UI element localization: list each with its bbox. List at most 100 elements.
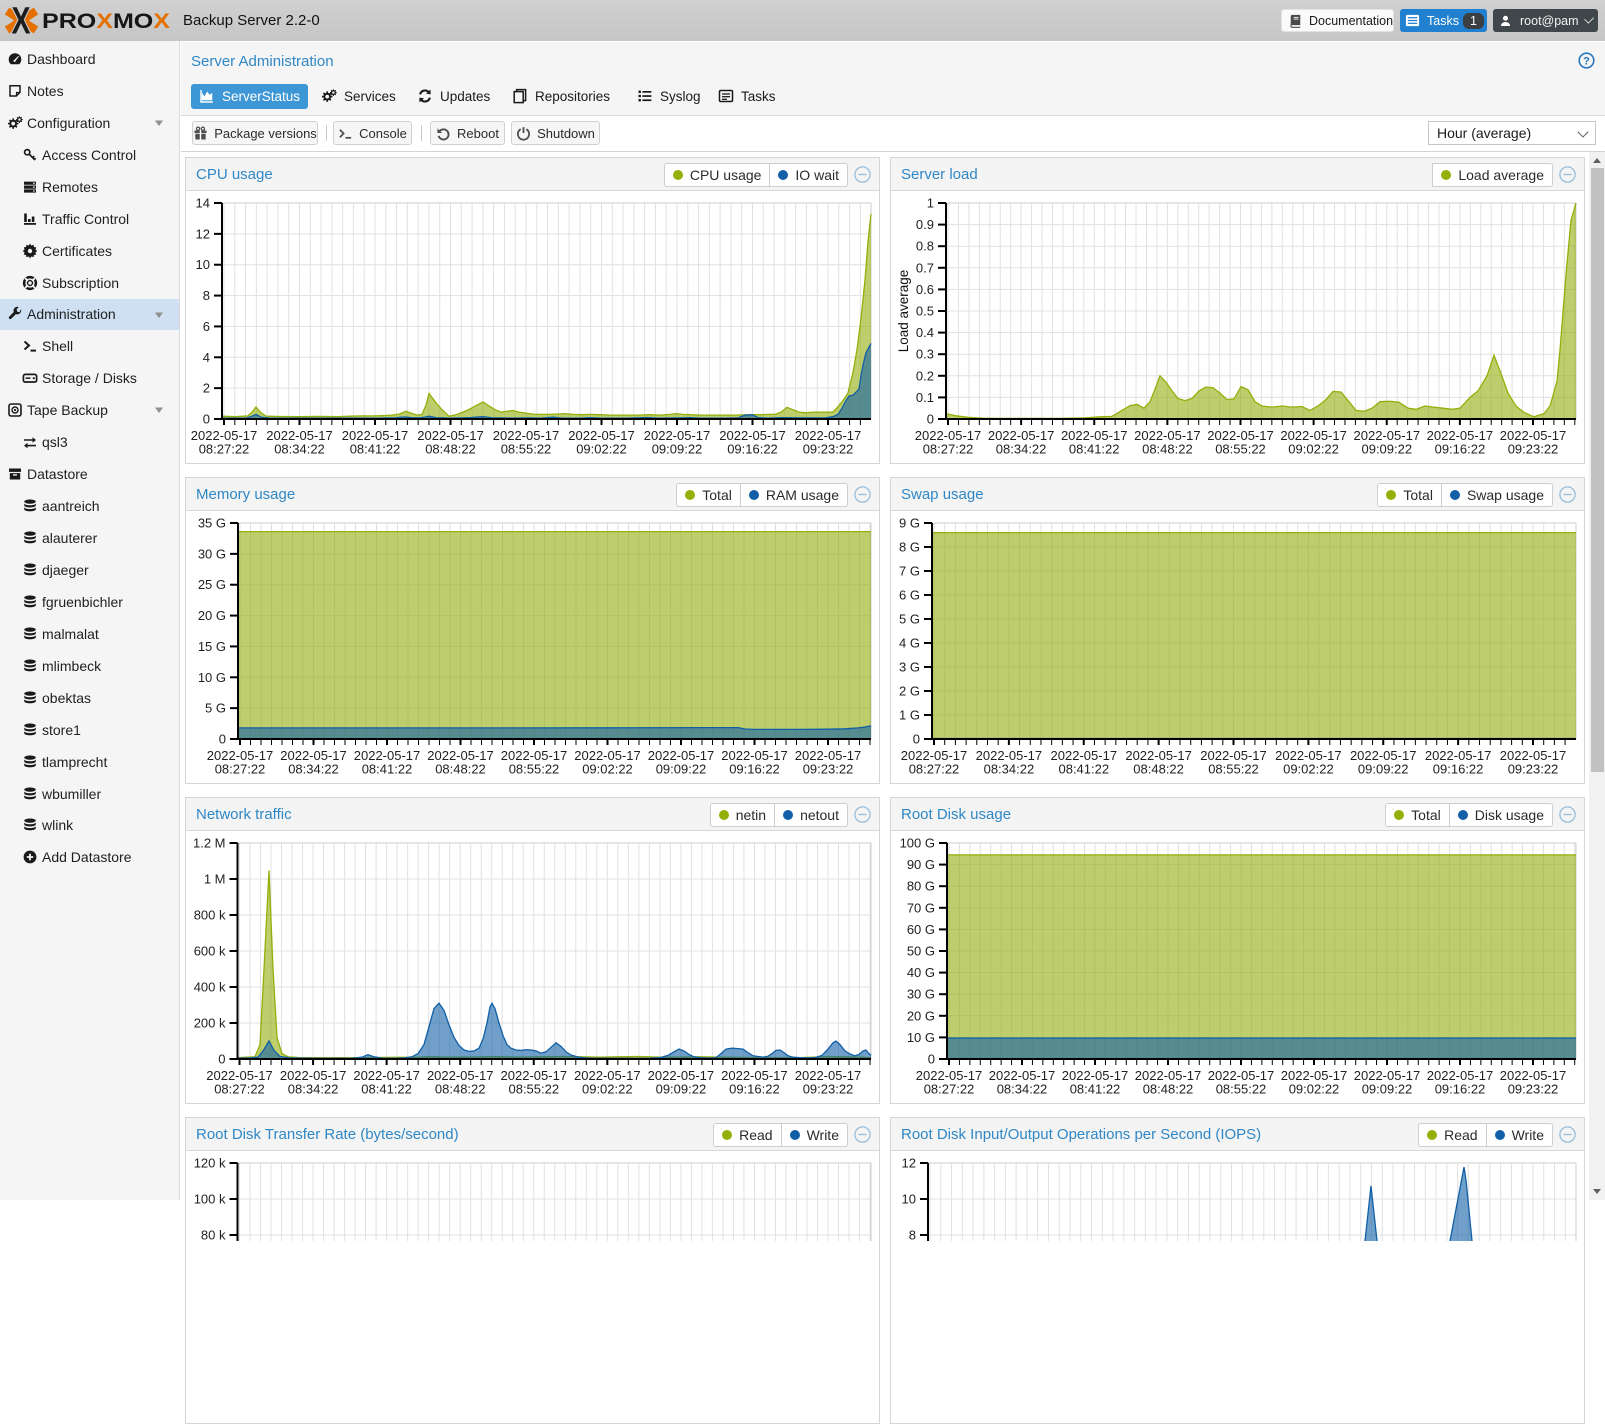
svg-text:08:48:22: 08:48:22	[435, 762, 486, 777]
svg-text:0: 0	[913, 732, 920, 747]
svg-text:?: ?	[1583, 55, 1590, 67]
svg-text:2022-05-17: 2022-05-17	[574, 748, 641, 763]
svg-text:08:27:22: 08:27:22	[909, 762, 960, 777]
svg-text:6 G: 6 G	[899, 588, 920, 603]
svg-text:2022-05-17: 2022-05-17	[568, 428, 635, 443]
svg-text:08:27:22: 08:27:22	[924, 1082, 975, 1097]
svg-text:2022-05-17: 2022-05-17	[795, 748, 862, 763]
svg-text:5 G: 5 G	[899, 612, 920, 627]
svg-text:2022-05-17: 2022-05-17	[1354, 1068, 1421, 1083]
svg-text:2022-05-17: 2022-05-17	[648, 1068, 715, 1083]
svg-text:09:09:22: 09:09:22	[1358, 762, 1409, 777]
svg-text:2022-05-17: 2022-05-17	[1125, 748, 1192, 763]
svg-text:200 k: 200 k	[194, 1016, 226, 1031]
svg-text:09:23:22: 09:23:22	[803, 1082, 854, 1097]
svg-text:10 G: 10 G	[198, 670, 226, 685]
svg-text:2022-05-17: 2022-05-17	[501, 1068, 568, 1083]
svg-text:09:23:22: 09:23:22	[1508, 442, 1559, 457]
svg-text:30 G: 30 G	[198, 546, 226, 561]
svg-text:08:48:22: 08:48:22	[1143, 1082, 1194, 1097]
svg-text:10 G: 10 G	[907, 1030, 935, 1045]
svg-text:09:16:22: 09:16:22	[1435, 1082, 1486, 1097]
svg-text:0.7: 0.7	[916, 260, 934, 275]
svg-text:0: 0	[927, 412, 934, 427]
svg-text:08:41:22: 08:41:22	[1070, 1082, 1121, 1097]
svg-text:80 k: 80 k	[201, 1228, 226, 1242]
svg-text:600 k: 600 k	[194, 944, 226, 959]
svg-text:8: 8	[203, 288, 210, 303]
svg-text:08:34:22: 08:34:22	[274, 442, 325, 457]
svg-text:08:34:22: 08:34:22	[288, 1082, 339, 1097]
svg-text:2022-05-17: 2022-05-17	[574, 1068, 641, 1083]
svg-text:1 G: 1 G	[899, 708, 920, 723]
svg-text:2022-05-17: 2022-05-17	[1500, 1068, 1567, 1083]
svg-text:2022-05-17: 2022-05-17	[915, 428, 982, 443]
svg-text:50 G: 50 G	[907, 944, 935, 959]
svg-text:70 G: 70 G	[907, 900, 935, 915]
svg-text:2022-05-17: 2022-05-17	[1061, 428, 1128, 443]
svg-text:08:34:22: 08:34:22	[996, 442, 1047, 457]
svg-text:08:34:22: 08:34:22	[997, 1082, 1048, 1097]
svg-text:0.3: 0.3	[916, 347, 934, 362]
svg-text:0: 0	[219, 732, 226, 747]
svg-text:15 G: 15 G	[198, 639, 226, 654]
svg-text:6: 6	[203, 319, 210, 334]
svg-text:35 G: 35 G	[198, 516, 226, 531]
svg-text:10: 10	[196, 257, 210, 272]
svg-text:2022-05-17: 2022-05-17	[1350, 748, 1417, 763]
svg-text:2022-05-17: 2022-05-17	[1281, 1068, 1348, 1083]
svg-text:2022-05-17: 2022-05-17	[795, 428, 862, 443]
svg-text:09:02:22: 09:02:22	[576, 442, 627, 457]
svg-text:2022-05-17: 2022-05-17	[1062, 1068, 1129, 1083]
svg-text:2022-05-17: 2022-05-17	[1280, 428, 1347, 443]
svg-text:09:23:22: 09:23:22	[1508, 762, 1559, 777]
svg-text:0.2: 0.2	[916, 368, 934, 383]
svg-text:100 G: 100 G	[900, 836, 935, 851]
svg-text:08:27:22: 08:27:22	[214, 1082, 265, 1097]
svg-text:2022-05-17: 2022-05-17	[354, 748, 421, 763]
svg-text:0.6: 0.6	[916, 282, 934, 297]
svg-text:20 G: 20 G	[198, 608, 226, 623]
svg-text:08:55:22: 08:55:22	[1215, 442, 1266, 457]
svg-text:2022-05-17: 2022-05-17	[719, 428, 786, 443]
svg-text:09:16:22: 09:16:22	[1435, 442, 1486, 457]
svg-text:X: X	[12, 1, 32, 41]
svg-text:08:41:22: 08:41:22	[361, 1082, 412, 1097]
svg-text:08:34:22: 08:34:22	[984, 762, 1035, 777]
svg-text:100 k: 100 k	[194, 1192, 226, 1207]
svg-text:2022-05-17: 2022-05-17	[916, 1068, 983, 1083]
svg-text:2022-05-17: 2022-05-17	[976, 748, 1043, 763]
svg-text:0.4: 0.4	[916, 325, 934, 340]
svg-text:08:27:22: 08:27:22	[923, 442, 974, 457]
svg-text:20 G: 20 G	[907, 1008, 935, 1023]
svg-text:2022-05-17: 2022-05-17	[353, 1068, 420, 1083]
svg-text:2022-05-17: 2022-05-17	[207, 748, 274, 763]
svg-text:2022-05-17: 2022-05-17	[1134, 428, 1201, 443]
svg-text:12: 12	[902, 1156, 916, 1171]
svg-text:2022-05-17: 2022-05-17	[1500, 748, 1567, 763]
svg-text:2022-05-17: 2022-05-17	[493, 428, 560, 443]
svg-text:09:09:22: 09:09:22	[656, 1082, 707, 1097]
svg-text:09:16:22: 09:16:22	[729, 762, 780, 777]
svg-text:2022-05-17: 2022-05-17	[1500, 428, 1567, 443]
svg-text:09:02:22: 09:02:22	[1283, 762, 1334, 777]
svg-text:2022-05-17: 2022-05-17	[989, 1068, 1056, 1083]
svg-text:10: 10	[902, 1192, 916, 1207]
svg-text:08:48:22: 08:48:22	[425, 442, 476, 457]
svg-text:0.9: 0.9	[916, 217, 934, 232]
svg-text:2022-05-17: 2022-05-17	[280, 1068, 347, 1083]
svg-text:2022-05-17: 2022-05-17	[266, 428, 333, 443]
svg-text:80 G: 80 G	[907, 879, 935, 894]
svg-text:08:41:22: 08:41:22	[1069, 442, 1120, 457]
svg-text:2022-05-17: 2022-05-17	[280, 748, 347, 763]
svg-text:0.1: 0.1	[916, 390, 934, 405]
svg-text:2022-05-17: 2022-05-17	[1051, 748, 1118, 763]
svg-text:2022-05-17: 2022-05-17	[191, 428, 258, 443]
svg-text:0.8: 0.8	[916, 239, 934, 254]
svg-text:8: 8	[909, 1228, 916, 1242]
svg-text:09:23:22: 09:23:22	[803, 442, 854, 457]
svg-text:Load average: Load average	[896, 270, 911, 353]
svg-text:4 G: 4 G	[899, 636, 920, 651]
svg-text:09:02:22: 09:02:22	[1288, 442, 1339, 457]
